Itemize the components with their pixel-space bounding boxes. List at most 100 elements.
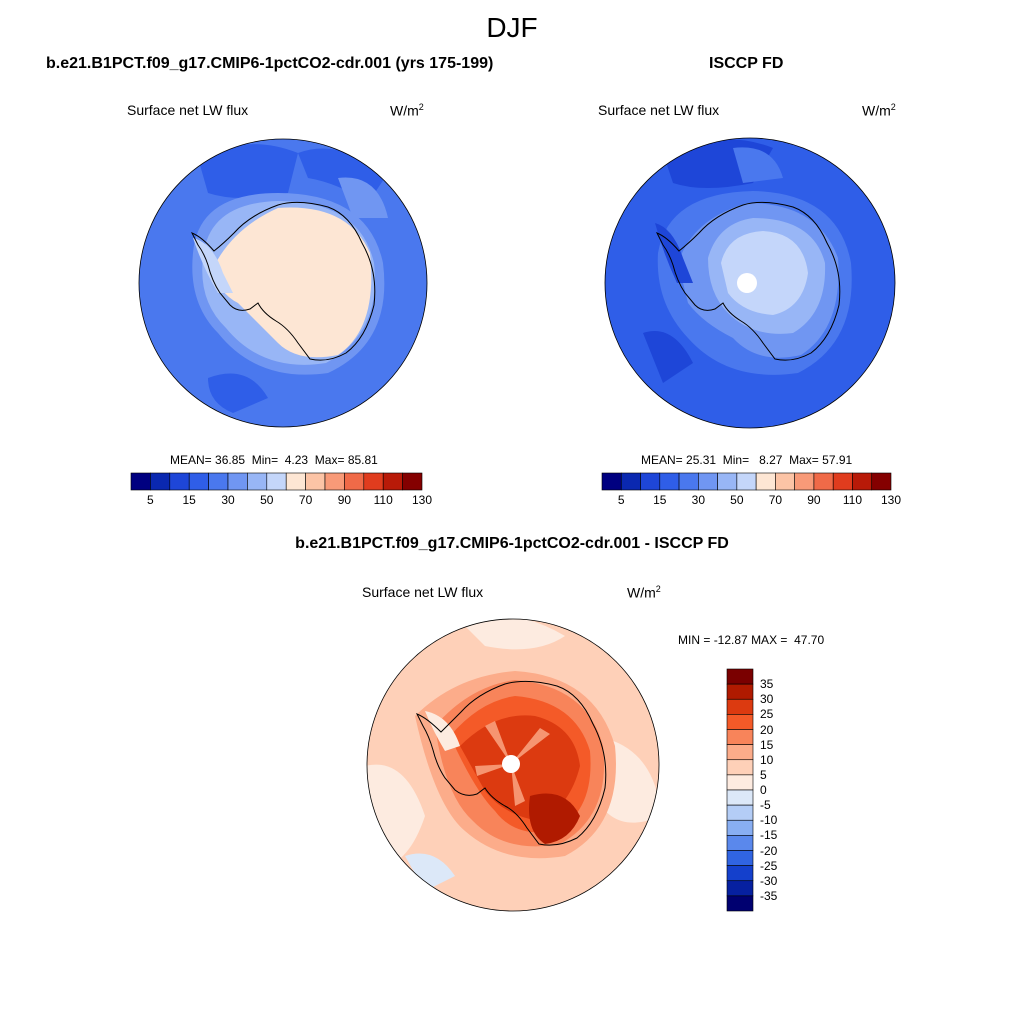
panel3-colorbar-box (726, 865, 754, 882)
panel2-colorbar-box (620, 472, 641, 491)
panel1-colorbar-box (247, 472, 268, 491)
panel2-colorbar-box (601, 472, 622, 491)
panel1-variable: Surface net LW flux (127, 102, 249, 118)
panel1-units: W/m2 (390, 102, 424, 119)
panel2-units: W/m2 (862, 102, 896, 119)
panel1-colorbar-tick-label: 15 (182, 493, 196, 507)
panel3-colorbar: 35 30 25 20 15 10 5 0 -5 -10 -15 -20 -25 -30 -35 (726, 668, 827, 912)
panel1-colorbar-box (188, 472, 209, 491)
panel3-colorbar-box (726, 804, 754, 821)
panel3-warm-max (529, 793, 580, 844)
panel3-colorbar-tick-label: 5 (760, 767, 767, 782)
panel1-dark-patch-south (208, 373, 268, 413)
panel2-variable: Surface net LW flux (598, 102, 720, 118)
panel3-negative-patch (405, 853, 455, 891)
panel1-colorbar-tick-label: 90 (337, 493, 352, 507)
panel1-title: b.e21.B1PCT.f09_g17.CMIP6-1pctCO2-cdr.00… (46, 55, 494, 72)
panel3-units: W/m2 (627, 584, 661, 601)
panel2-colorbar-box (659, 472, 680, 491)
panel1-colorbar-tick-label: 30 (221, 493, 235, 507)
panel3-colorbar-tick-label: -10 (760, 813, 778, 828)
panel2-map (604, 137, 896, 429)
panel1-colorbar-tick-label: 130 (411, 493, 433, 507)
panel1-colorbar-box (324, 472, 345, 491)
panel3-colorbar-box (726, 683, 754, 700)
panel1-colorbar-tick-label: 50 (260, 493, 274, 507)
panel3-colorbar-box (726, 819, 754, 836)
panel1-colorbar-box (382, 472, 403, 491)
panel2-colorbar-tick-label: 110 (842, 493, 863, 507)
panel3-colorbar-box (726, 895, 754, 912)
panel2-light-patch (733, 147, 783, 183)
panel1-light-patch (338, 177, 388, 218)
panel1-colorbar-box (402, 472, 423, 491)
panel3-colorbar-box (726, 774, 754, 791)
panel2-colorbar-box (736, 472, 757, 491)
panel3-colorbar-tick-label: -30 (760, 873, 778, 888)
panel3-colorbar-tick-label: -20 (760, 843, 778, 858)
panel3-colorbar-tick-label: 0 (760, 783, 767, 797)
panel1-colorbar-tick-label: 110 (373, 493, 393, 507)
panel3-colorbar-tick-label: 15 (760, 737, 774, 752)
panel3-colorbar-box (726, 668, 754, 685)
panel2-colorbar-box (640, 472, 661, 491)
panel1-colorbar-box (266, 472, 287, 491)
panel2-colorbar-box (852, 472, 873, 491)
panel1-stats: MEAN= 36.85 Min= 4.23 Max= 85.81 (170, 453, 378, 467)
panel1-colorbar-box (285, 472, 306, 491)
panel3-map (366, 618, 660, 912)
panel3-coastline (415, 680, 607, 846)
panel2-colorbar-tick-label: 15 (653, 493, 667, 507)
panel2-colorbar: 5 15 30 50 70 90 110 130 (601, 472, 901, 507)
panel3-colorbar-box (726, 759, 754, 776)
panel2-colorbar-tick-label: 50 (730, 493, 744, 507)
figure-title: DJF (486, 12, 538, 43)
panel3-colorbar-tick-label: 20 (760, 722, 774, 737)
panel2-map-border (604, 137, 896, 429)
panel2-colorbar-tick-label: 30 (691, 493, 706, 507)
panel3-colorbar-box (726, 714, 754, 730)
panel3-colorbar-tick-label: -15 (760, 828, 778, 843)
panel2-dark-patch (643, 331, 693, 383)
panel1-colorbar-tick-label: 5 (147, 493, 154, 507)
panel1-map (138, 138, 428, 428)
panel3-pole-rays (475, 721, 550, 806)
panel1-colorbar-box (130, 472, 151, 491)
panel1-colorbar-box (227, 472, 248, 491)
panel3-colorbar-tick-label: -35 (760, 888, 778, 903)
panel3-colorbar-box (726, 880, 754, 897)
panel3-colorbar-box (726, 698, 754, 715)
panel2-colorbar-box (813, 472, 834, 491)
panel3-pole-hole (502, 755, 520, 773)
panel1-colorbar: 5 15 30 50 70 90 110 130 (130, 472, 432, 507)
panel1-dark-band (198, 144, 298, 198)
panel2-colorbar-box (698, 472, 718, 491)
panel3-colorbar-box (726, 744, 754, 761)
panel2-ice-sheet-inner (721, 231, 808, 315)
panel3-colorbar-box (726, 850, 754, 866)
panel3-colorbar-tick-label: 30 (760, 692, 774, 707)
panel2-colorbar-box (794, 472, 815, 491)
panel1-colorbar-box (169, 472, 190, 491)
panel3-colorbar-box (726, 789, 754, 806)
panel2-colorbar-box (755, 472, 776, 491)
panel2-colorbar-tick-label: 5 (617, 493, 625, 507)
panel3-colorbar-box (726, 835, 754, 851)
panel2-stats: MEAN= 25.31 Min= 8.27 Max= 57.91 (641, 453, 853, 467)
panel3-stats: MIN = -12.87 MAX = 47.70 (678, 633, 825, 647)
panel3-colorbar-tick-label: -25 (760, 858, 778, 873)
panel3-colorbar-tick-label: 25 (760, 707, 774, 722)
panel1-peninsula (193, 238, 233, 293)
panel2-colorbar-tick-label: 90 (807, 493, 821, 507)
panel2-pole-hole (737, 273, 757, 293)
panel3-colorbar-tick-label: 10 (760, 752, 774, 767)
panel2-colorbar-box (717, 472, 738, 491)
panel2-title: ISCCP FD (709, 55, 784, 72)
panel3-title: b.e21.B1PCT.f09_g17.CMIP6-1pctCO2-cdr.00… (295, 535, 729, 552)
panel1-colorbar-box (208, 472, 229, 491)
panel2-colorbar-box (775, 472, 795, 491)
panel1-colorbar-box (363, 472, 384, 491)
panel1-colorbar-box (305, 472, 326, 491)
panel3-colorbar-box (726, 729, 754, 745)
panel3-map-border (366, 618, 660, 912)
